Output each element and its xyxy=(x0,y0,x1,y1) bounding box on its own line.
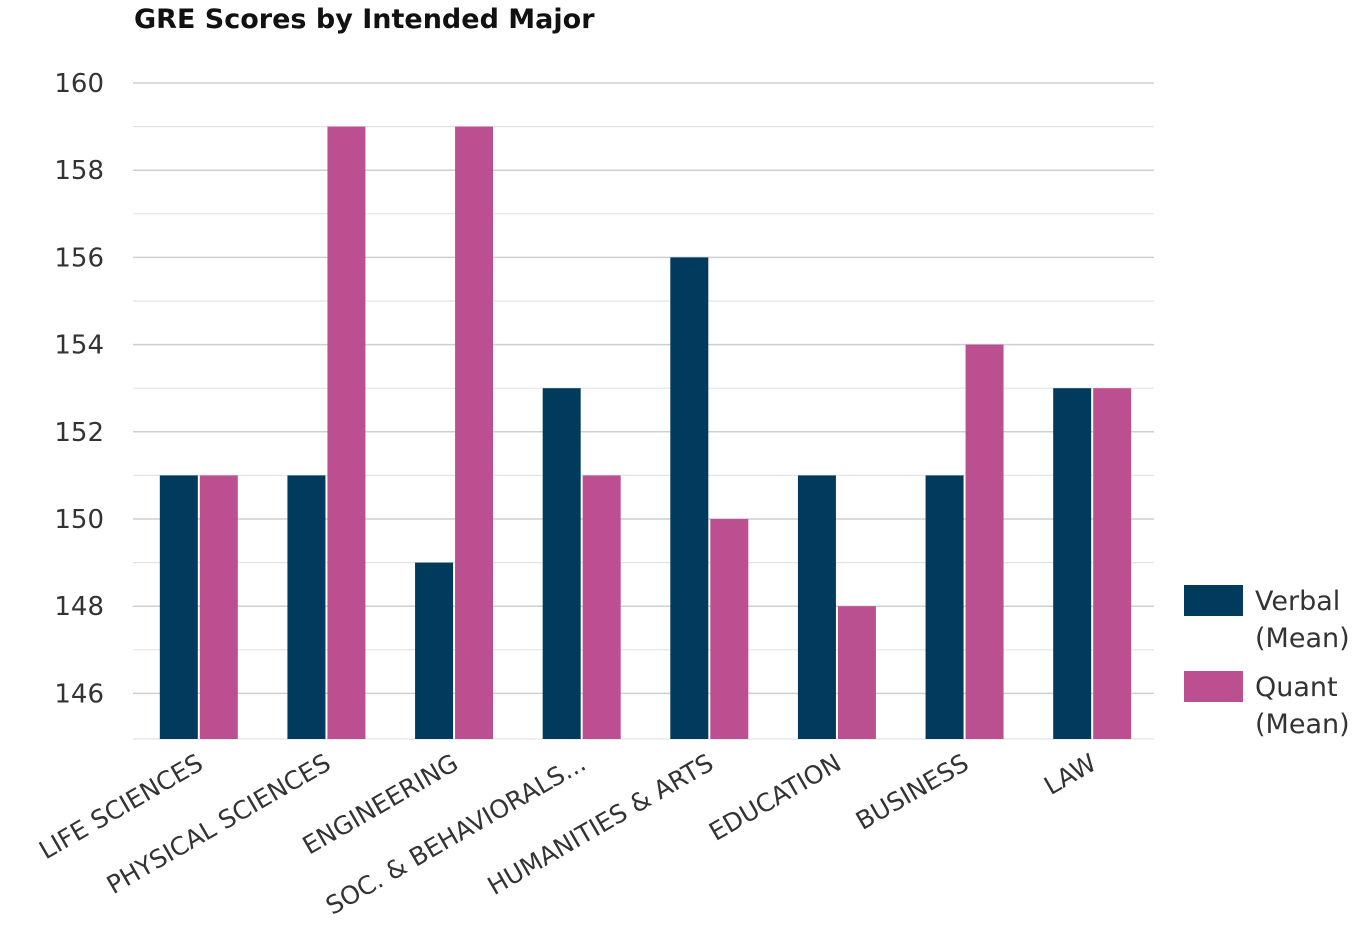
y-tick-label: 154 xyxy=(54,331,104,361)
y-tick-label: 146 xyxy=(54,679,104,709)
legend-swatch xyxy=(1184,585,1243,616)
bar-verbal xyxy=(287,475,326,739)
bar-quant xyxy=(199,475,238,739)
chart-title: GRE Scores by Intended Major xyxy=(134,4,595,35)
bar-verbal xyxy=(159,475,198,739)
bars xyxy=(159,126,1132,740)
bar-quant xyxy=(455,126,494,740)
bar-quant xyxy=(965,344,1004,739)
bar-quant xyxy=(710,519,749,739)
bar-verbal xyxy=(797,475,836,739)
bar-quant xyxy=(837,606,876,739)
x-tick-label: HUMANITIES & ARTS xyxy=(483,748,719,901)
bar-verbal xyxy=(1053,388,1092,739)
y-tick-label: 160 xyxy=(54,69,104,99)
bar-quant xyxy=(1093,388,1132,739)
legend-label: Quant xyxy=(1255,672,1338,703)
bar-verbal xyxy=(925,475,964,739)
bar-verbal xyxy=(415,562,454,739)
legend-label: Verbal xyxy=(1255,586,1340,617)
y-tick-label: 148 xyxy=(54,592,104,622)
y-tick-label: 156 xyxy=(54,243,104,273)
legend-swatch xyxy=(1184,671,1243,702)
legend-label: (Mean) xyxy=(1255,623,1350,654)
y-tick-label: 150 xyxy=(54,505,104,535)
y-tick-label: 158 xyxy=(54,156,104,186)
x-tick-label: PHYSICAL SCIENCES xyxy=(102,748,336,900)
bar-quant xyxy=(327,126,366,740)
x-tick-label: EDUCATION xyxy=(704,748,846,847)
bar-quant xyxy=(582,475,621,739)
x-tick-label: BUSINESS xyxy=(851,748,974,836)
legend-label: (Mean) xyxy=(1255,709,1350,740)
x-tick-label: LAW xyxy=(1039,748,1101,801)
y-tick-label: 152 xyxy=(54,418,104,448)
bar-verbal xyxy=(542,388,581,739)
y-axis-ticks: 146 148 150 152 154 156 158 160 xyxy=(54,69,104,709)
legend: Verbal (Mean) Quant (Mean) xyxy=(1184,585,1350,740)
bar-verbal xyxy=(670,257,709,739)
